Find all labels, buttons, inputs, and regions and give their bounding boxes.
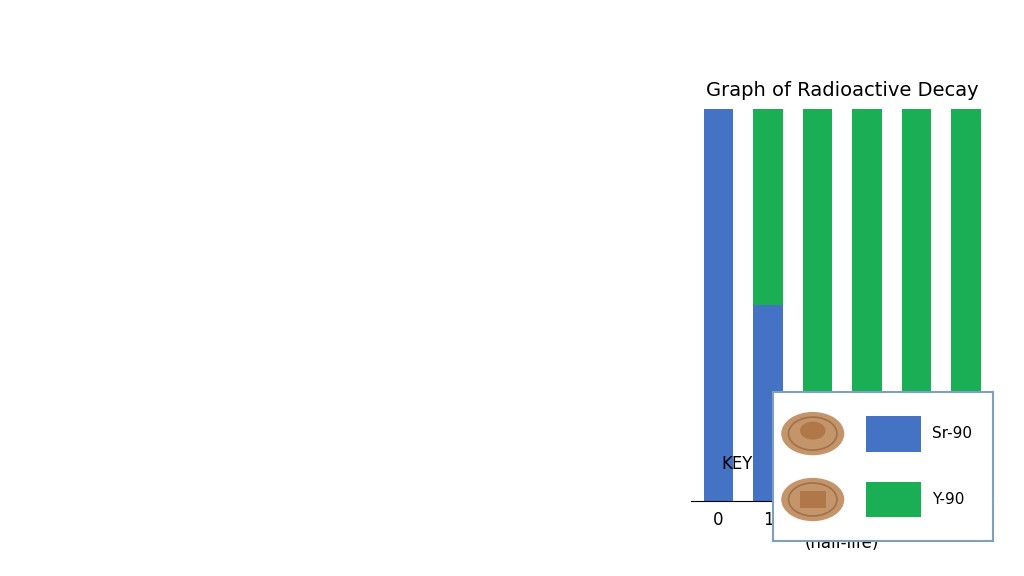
Bar xyxy=(800,491,826,509)
Bar xyxy=(902,477,932,501)
Text: Y-90: Y-90 xyxy=(932,492,964,507)
Bar xyxy=(753,305,782,501)
Bar xyxy=(865,416,921,452)
Text: KEY: KEY xyxy=(721,454,753,473)
Bar xyxy=(703,109,733,501)
Text: Sr-90: Sr-90 xyxy=(932,426,972,441)
Circle shape xyxy=(801,422,825,439)
Bar xyxy=(865,482,921,517)
Circle shape xyxy=(782,479,844,521)
Bar xyxy=(951,109,981,489)
Bar xyxy=(902,109,932,477)
Bar xyxy=(852,452,882,501)
Bar xyxy=(803,403,833,501)
Circle shape xyxy=(782,412,844,454)
Bar xyxy=(951,489,981,501)
Bar xyxy=(852,109,882,452)
Bar xyxy=(803,109,833,403)
Bar xyxy=(753,109,782,305)
X-axis label: (half-life): (half-life) xyxy=(805,535,880,552)
Title: Graph of Radioactive Decay: Graph of Radioactive Decay xyxy=(706,81,979,100)
